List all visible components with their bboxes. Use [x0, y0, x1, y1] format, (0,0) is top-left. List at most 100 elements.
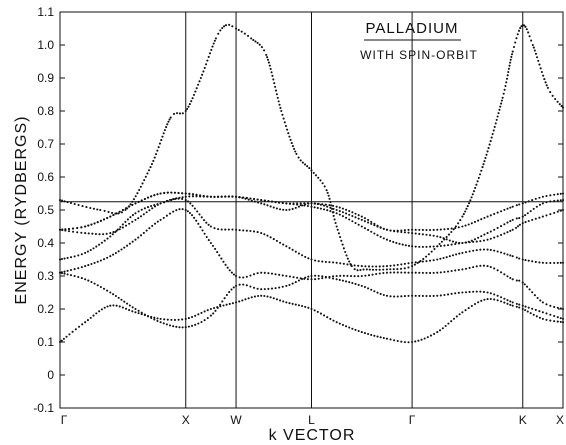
band-point	[209, 195, 212, 198]
band-point	[258, 43, 261, 46]
band-point	[73, 268, 76, 271]
band-point	[561, 192, 565, 195]
band-point	[403, 295, 406, 298]
band-point	[93, 222, 96, 225]
band-point	[288, 275, 291, 278]
band-point	[237, 28, 240, 32]
band-point	[429, 228, 432, 232]
band-point	[376, 234, 379, 237]
band-point	[187, 105, 190, 108]
band-point	[503, 232, 506, 235]
band-point	[228, 23, 231, 26]
band-point	[316, 310, 319, 313]
band-point	[524, 309, 527, 312]
band-point	[414, 228, 417, 231]
band-point	[354, 212, 357, 215]
band-point	[506, 74, 509, 77]
band-point	[282, 208, 285, 211]
band-point	[103, 209, 106, 212]
band-point	[423, 337, 426, 340]
band-point	[165, 199, 168, 202]
band-point	[407, 262, 410, 265]
band-point	[260, 294, 263, 297]
band-point	[329, 317, 332, 321]
band-point	[500, 99, 503, 102]
band-point	[378, 268, 381, 271]
band-point	[285, 245, 288, 248]
band-point	[363, 332, 366, 335]
y-tick-label: 0.2	[37, 302, 54, 316]
band-point	[475, 240, 478, 243]
band-point	[121, 226, 124, 229]
band-point	[160, 139, 163, 142]
band-point	[159, 321, 162, 324]
band-point	[396, 339, 399, 343]
band-point	[321, 260, 324, 263]
band-point	[468, 266, 471, 270]
band-point	[202, 70, 205, 73]
band-point	[308, 167, 311, 170]
band-point	[561, 199, 565, 202]
band-point	[549, 313, 552, 316]
x-tick-label: W	[230, 413, 242, 427]
band-point	[461, 268, 464, 271]
band-point	[506, 275, 509, 278]
band-point	[392, 268, 395, 271]
band-point	[379, 292, 382, 295]
band-point	[126, 244, 129, 247]
band-point	[106, 305, 109, 308]
band-point	[288, 135, 291, 138]
band-point	[472, 249, 475, 252]
band-point	[470, 222, 473, 225]
band-point	[208, 52, 212, 55]
band-point	[292, 202, 295, 205]
band-point	[535, 315, 538, 318]
band-point	[545, 318, 548, 321]
band-point	[115, 229, 118, 232]
band-point	[464, 241, 467, 244]
band-point	[450, 292, 453, 295]
band-point	[483, 233, 486, 236]
band-point	[411, 261, 414, 264]
band-point	[425, 260, 428, 263]
band-point	[503, 88, 506, 91]
band-point	[382, 227, 385, 230]
band-point	[382, 265, 385, 268]
band-point	[209, 225, 212, 228]
band-point	[294, 303, 297, 306]
band-point	[299, 277, 302, 280]
band-point	[339, 235, 342, 239]
band-point	[473, 303, 477, 306]
band-point	[448, 239, 451, 242]
band-point	[217, 195, 220, 198]
band-point	[360, 218, 363, 221]
band-point	[149, 166, 152, 169]
band-point	[87, 224, 90, 227]
band-point	[216, 306, 219, 309]
band-point	[461, 291, 464, 294]
band-point	[317, 260, 320, 263]
band-point	[162, 216, 165, 219]
band-point	[136, 192, 139, 195]
band-point	[92, 314, 95, 317]
band-point	[532, 313, 535, 316]
band-point	[242, 283, 245, 286]
band-point	[346, 257, 349, 260]
band-point	[439, 294, 442, 297]
band-point	[458, 241, 461, 244]
band-point	[371, 268, 375, 271]
band-point	[304, 255, 307, 258]
band-point	[506, 231, 509, 234]
tick-layer: Γ X W L Γ K X -0.1 0 0.1 0.2 0.3 0.4 0.5 0.6 0.7 0.8 0.9 1…	[33, 5, 564, 427]
band-point	[429, 234, 432, 237]
band-point	[293, 147, 296, 150]
band-point	[538, 316, 541, 319]
band-point	[340, 239, 343, 242]
band-point	[212, 306, 216, 310]
band-point	[417, 339, 420, 342]
band-point	[500, 251, 503, 254]
band-point	[112, 253, 115, 256]
band-point	[63, 272, 66, 275]
band-point	[467, 240, 470, 243]
band-point	[206, 59, 209, 62]
